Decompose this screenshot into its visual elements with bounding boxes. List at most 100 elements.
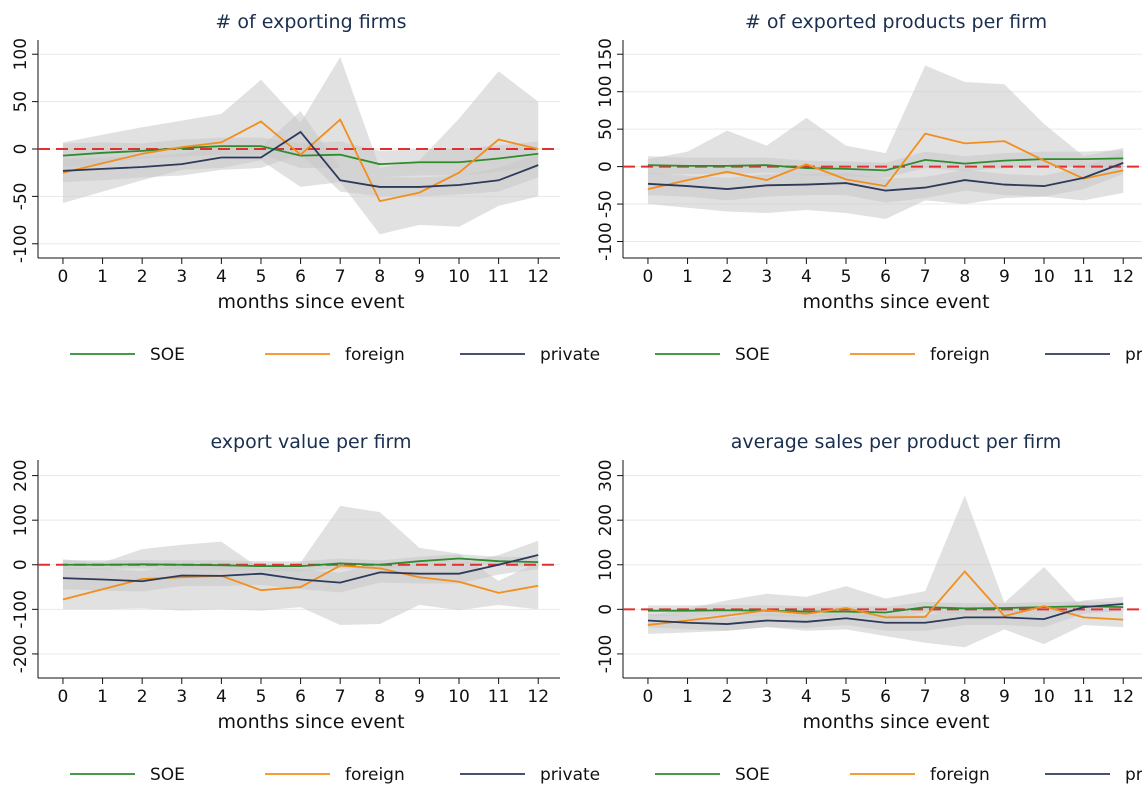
y-tick-label: 0 <box>596 604 616 615</box>
y-tick-label: 300 <box>596 459 616 491</box>
y-tick-label: 150 <box>596 38 616 70</box>
legend-label: foreign <box>345 345 405 365</box>
x-tick-label: 0 <box>58 267 69 287</box>
legend-label: SOE <box>150 765 185 785</box>
x-tick-label: 11 <box>488 267 510 287</box>
legend-label: foreign <box>345 765 405 785</box>
x-tick-label: 3 <box>176 687 187 707</box>
x-tick-label: 7 <box>335 267 346 287</box>
x-tick-label: 9 <box>999 267 1010 287</box>
x-tick-label: 7 <box>920 267 931 287</box>
panel-title: export value per firm <box>210 431 411 453</box>
y-tick-label: 100 <box>11 38 31 70</box>
x-tick-label: 4 <box>801 267 812 287</box>
series-line <box>62 130 539 188</box>
panel: average sales per product per firm -100 0 1… <box>596 431 1142 785</box>
confidence-band <box>62 540 539 593</box>
y-tick-label: 200 <box>596 504 616 536</box>
x-tick-label: 1 <box>97 687 108 707</box>
x-tick-label: 5 <box>256 267 267 287</box>
y-tick-label: -100 <box>596 222 616 261</box>
x-tick-label: 3 <box>176 267 187 287</box>
legend-label: private <box>540 345 600 365</box>
x-tick-label: 5 <box>841 267 852 287</box>
x-axis-label: months since event <box>802 291 989 313</box>
legend-label: foreign <box>930 765 990 785</box>
panel: # of exported products per firm -100 -50 0 5… <box>596 11 1142 365</box>
x-tick-label: 1 <box>682 267 693 287</box>
x-tick-label: 10 <box>1033 267 1055 287</box>
x-tick-label: 2 <box>722 267 733 287</box>
series-line <box>62 554 539 584</box>
y-tick-label: 200 <box>11 459 31 491</box>
series-line <box>62 557 539 568</box>
x-tick-label: 10 <box>448 267 470 287</box>
x-tick-label: 12 <box>1112 267 1134 287</box>
x-tick-label: 3 <box>761 267 772 287</box>
panel-title: # of exported products per firm <box>745 11 1047 33</box>
legend-label: SOE <box>735 345 770 365</box>
y-tick-label: 100 <box>596 75 616 107</box>
legend-label: foreign <box>930 345 990 365</box>
x-tick-label: 7 <box>920 687 931 707</box>
series-line <box>647 162 1124 192</box>
series-line <box>647 603 1124 625</box>
series-line <box>647 157 1124 172</box>
x-axis-label: months since event <box>802 711 989 733</box>
y-tick-label: -100 <box>11 224 31 263</box>
series-line <box>62 564 539 601</box>
y-tick-label: -200 <box>11 635 31 674</box>
x-tick-label: 4 <box>216 267 227 287</box>
x-tick-label: 8 <box>959 267 970 287</box>
y-tick-label: 0 <box>11 559 31 570</box>
x-tick-label: 12 <box>527 267 549 287</box>
y-tick-label: 50 <box>11 91 31 113</box>
x-tick-label: 2 <box>137 267 148 287</box>
y-tick-label: -100 <box>11 590 31 629</box>
x-tick-label: 4 <box>216 687 227 707</box>
x-tick-label: 12 <box>527 687 549 707</box>
x-tick-label: 0 <box>643 267 654 287</box>
y-tick-label: 100 <box>11 504 31 536</box>
x-tick-label: 0 <box>58 687 69 707</box>
x-tick-label: 5 <box>841 687 852 707</box>
y-tick-label: 0 <box>11 144 31 155</box>
x-tick-label: 0 <box>643 687 654 707</box>
x-tick-label: 6 <box>295 267 306 287</box>
x-tick-label: 10 <box>448 687 470 707</box>
x-tick-label: 8 <box>374 267 385 287</box>
y-tick-label: -100 <box>596 635 616 674</box>
legend-label: SOE <box>735 765 770 785</box>
x-tick-label: 7 <box>335 687 346 707</box>
x-tick-label: 1 <box>682 687 693 707</box>
y-tick-label: -50 <box>11 183 31 211</box>
legend-label: private <box>1125 345 1142 365</box>
x-tick-label: 11 <box>488 687 510 707</box>
x-tick-label: 9 <box>999 687 1010 707</box>
x-tick-label: 11 <box>1073 687 1095 707</box>
x-tick-label: 5 <box>256 687 267 707</box>
y-tick-label: -50 <box>596 190 616 218</box>
confidence-band <box>647 151 1124 203</box>
x-tick-label: 11 <box>1073 267 1095 287</box>
y-tick-label: 0 <box>596 161 616 172</box>
legend-label: private <box>540 765 600 785</box>
x-tick-label: 6 <box>880 267 891 287</box>
x-tick-label: 6 <box>295 687 306 707</box>
x-tick-label: 12 <box>1112 687 1134 707</box>
series-line <box>647 570 1124 626</box>
series-line <box>647 132 1124 190</box>
y-tick-label: 100 <box>596 549 616 581</box>
x-tick-label: 10 <box>1033 687 1055 707</box>
x-tick-label: 4 <box>801 687 812 707</box>
x-tick-label: 3 <box>761 687 772 707</box>
x-tick-label: 2 <box>722 687 733 707</box>
x-axis-label: months since event <box>217 711 404 733</box>
x-axis-label: months since event <box>217 291 404 313</box>
x-tick-label: 6 <box>880 687 891 707</box>
legend-label: SOE <box>150 345 185 365</box>
x-tick-label: 8 <box>374 687 385 707</box>
panel-title: average sales per product per firm <box>731 431 1062 453</box>
